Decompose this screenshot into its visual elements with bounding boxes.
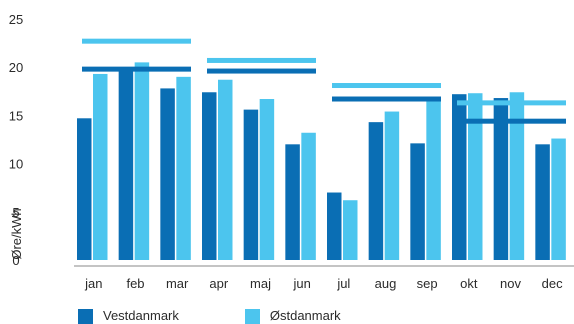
bar-vestdanmark-dec — [535, 144, 550, 260]
bar-vestdanmark-maj — [243, 109, 259, 260]
x-tick-label-okt: okt — [460, 276, 478, 291]
bar-stdanmark-sep — [426, 98, 441, 260]
average-line-stdanmark-jul-sep — [332, 83, 441, 89]
average-line-stdanmark-jan-mar — [82, 38, 191, 44]
bar-vestdanmark-feb — [118, 67, 134, 260]
x-tick-label-apr: apr — [209, 276, 228, 291]
x-tick-label-aug: aug — [375, 276, 397, 291]
legend-item-vestdanmark: Vestdanmark — [78, 308, 179, 324]
bar-stdanmark-jun — [301, 132, 316, 260]
bar-vestdanmark-aug — [368, 122, 384, 260]
bar-stdanmark-dec — [551, 138, 566, 260]
x-tick-label-maj: maj — [250, 276, 271, 291]
average-line-stdanmark-apr-jun — [207, 57, 316, 63]
bar-stdanmark-maj — [259, 99, 275, 261]
y-tick-label: 5 — [12, 205, 19, 220]
bar-stdanmark-feb — [134, 62, 150, 260]
x-tick-label-jun: jun — [292, 276, 310, 291]
y-tick-label: 20 — [9, 60, 23, 75]
x-tick-label-mar: mar — [166, 276, 189, 291]
bar-stdanmark-aug — [384, 111, 400, 260]
legend-label-vestdanmark: Vestdanmark — [103, 308, 179, 323]
x-tick-label-sep: sep — [417, 276, 438, 291]
bar-stdanmark-okt — [468, 93, 483, 260]
bar-stdanmark-nov — [509, 92, 525, 260]
x-tick-label-feb: feb — [126, 276, 144, 291]
legend: Vestdanmark Østdanmark — [78, 308, 341, 324]
legend-item-ostdanmark: Østdanmark — [244, 308, 341, 324]
average-line-vestdanmark-okt-dec — [457, 118, 566, 124]
bar-stdanmark-jul — [343, 200, 358, 260]
x-tick-label-dec: dec — [542, 276, 563, 291]
bar-vestdanmark-mar — [160, 88, 175, 261]
average-line-vestdanmark-apr-jun — [207, 68, 316, 74]
bar-vestdanmark-jun — [285, 144, 300, 260]
y-tick-label: 15 — [9, 108, 23, 123]
bar-vestdanmark-jul — [327, 192, 342, 260]
legend-swatch-ostdanmark — [244, 308, 260, 324]
y-tick-label: 25 — [9, 12, 23, 27]
x-tick-label-nov: nov — [500, 276, 521, 291]
y-tick-label: 10 — [9, 157, 23, 172]
y-axis-label: Øre/kWh — [9, 208, 24, 259]
average-line-vestdanmark-jan-mar — [82, 66, 191, 72]
bar-stdanmark-mar — [176, 76, 191, 260]
bar-stdanmark-apr — [218, 79, 233, 261]
bar-vestdanmark-okt — [452, 94, 467, 260]
bar-vestdanmark-jan — [77, 118, 92, 261]
bar-vestdanmark-apr — [202, 92, 217, 260]
bar-vestdanmark-sep — [410, 143, 425, 260]
bar-vestdanmark-nov — [493, 98, 509, 260]
x-tick-label-jan: jan — [84, 276, 102, 291]
average-line-vestdanmark-jul-sep — [332, 96, 441, 102]
legend-label-ostdanmark: Østdanmark — [269, 308, 341, 323]
average-line-stdanmark-okt-dec — [457, 100, 566, 106]
y-tick-label: 0 — [12, 253, 19, 268]
x-tick-label-jul: jul — [336, 276, 350, 291]
bar-stdanmark-jan — [93, 73, 108, 260]
legend-swatch-vestdanmark — [78, 308, 93, 324]
